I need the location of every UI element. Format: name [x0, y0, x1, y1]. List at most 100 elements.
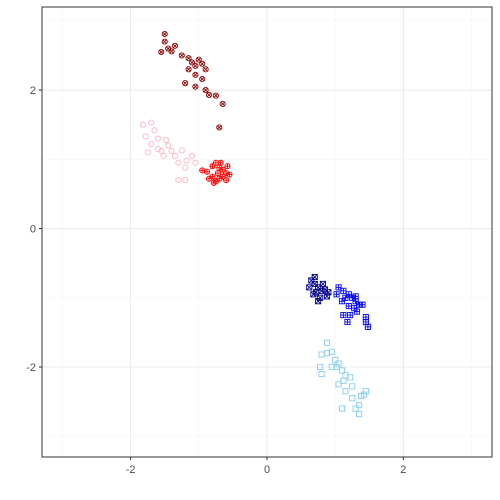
data-point [323, 350, 331, 357]
data-point [205, 91, 213, 98]
data-point [224, 163, 231, 170]
data-point [349, 395, 356, 402]
data-point [171, 152, 179, 159]
data-point [219, 100, 226, 107]
data-point [323, 339, 331, 346]
data-point [318, 370, 325, 377]
data-point [306, 284, 313, 291]
data-point [178, 147, 185, 154]
data-point [338, 367, 346, 374]
data-point [182, 164, 189, 171]
data-point [202, 87, 209, 94]
data-point [345, 303, 352, 310]
data-point [352, 405, 359, 412]
data-point [335, 381, 342, 388]
data-point [168, 147, 175, 155]
data-point [335, 284, 342, 291]
data-point [192, 159, 199, 166]
data-point [217, 159, 224, 166]
data-point [223, 177, 230, 184]
data-point [338, 405, 346, 412]
data-point [355, 402, 363, 409]
data-point [362, 314, 369, 321]
data-point [317, 294, 324, 301]
data-point [317, 363, 324, 371]
data-point [161, 30, 168, 38]
data-point [192, 71, 199, 78]
data-point [310, 291, 317, 298]
data-point [364, 323, 371, 330]
x-tick-label: 2 [400, 464, 406, 476]
data-point [192, 62, 199, 69]
data-point [188, 152, 196, 159]
data-point [349, 294, 356, 301]
data-point [212, 92, 219, 99]
data-point [359, 301, 366, 308]
data-point [175, 159, 182, 166]
data-point [142, 133, 149, 140]
data-point [333, 291, 340, 298]
data-point [144, 149, 151, 156]
y-tick-label: 0 [30, 224, 36, 236]
axis-ticks: -2 0 2 -2 0 2 [26, 85, 406, 476]
data-point [199, 75, 206, 83]
data-point [158, 48, 165, 56]
data-point [352, 293, 359, 300]
data-point [347, 374, 354, 381]
data-point [323, 293, 331, 300]
data-point [340, 287, 347, 294]
data-point [205, 175, 213, 182]
data-point [355, 411, 363, 418]
data-point [154, 145, 161, 152]
data-point [219, 166, 226, 173]
data-point [171, 42, 179, 49]
data-point [202, 66, 209, 73]
data-point [345, 291, 352, 298]
y-tick-label: -2 [26, 362, 36, 374]
data-points [139, 30, 371, 418]
y-tick-label: 2 [30, 85, 36, 97]
data-point [139, 121, 146, 128]
data-point [319, 280, 326, 287]
data-point [338, 298, 346, 305]
data-point [349, 383, 356, 390]
data-point [328, 363, 335, 371]
data-point [185, 55, 192, 62]
data-point [160, 152, 167, 159]
data-point [168, 48, 175, 55]
data-point [360, 391, 367, 398]
data-point [342, 294, 349, 301]
data-point [188, 59, 196, 66]
data-point [223, 170, 230, 177]
data-point [163, 136, 170, 143]
data-point [165, 142, 172, 149]
data-point [335, 360, 342, 367]
data-point [178, 52, 185, 59]
data-point [216, 124, 223, 131]
x-tick-label: 0 [264, 464, 270, 476]
x-tick-label: -2 [126, 464, 136, 476]
data-point [315, 298, 322, 305]
data-point [340, 312, 347, 319]
data-point [203, 168, 211, 175]
data-point [219, 173, 226, 180]
grid-lines [42, 7, 492, 457]
data-point [154, 135, 161, 142]
data-point [148, 141, 155, 148]
data-point [182, 177, 189, 184]
data-point [151, 127, 158, 134]
data-point [183, 157, 190, 164]
data-point [362, 388, 369, 395]
data-point [209, 163, 216, 170]
data-point [185, 66, 192, 73]
data-point [175, 177, 182, 184]
data-point [148, 119, 155, 126]
data-point [347, 312, 354, 319]
data-point [340, 377, 347, 384]
data-point [353, 308, 361, 315]
data-point [311, 273, 318, 281]
data-point [182, 80, 189, 87]
data-point [342, 388, 349, 395]
